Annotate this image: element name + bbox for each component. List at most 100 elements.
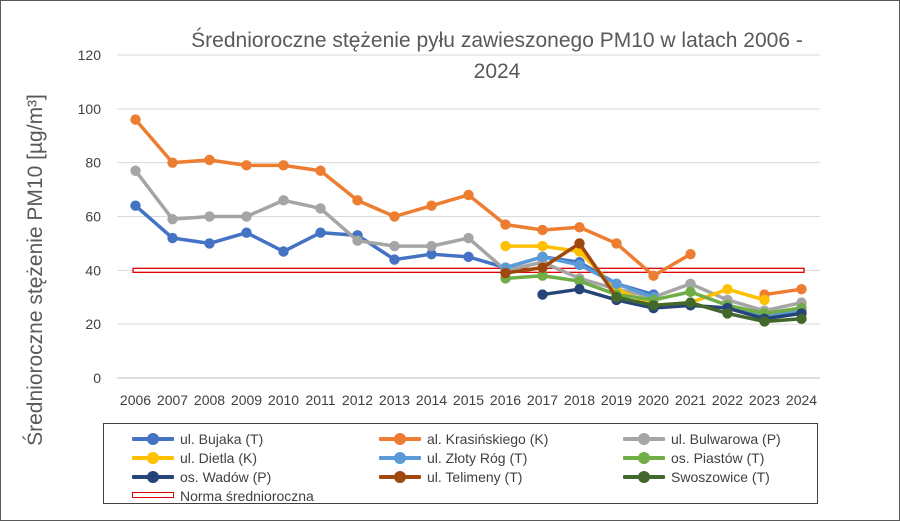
x-tick-label: 2006	[120, 392, 151, 408]
series-4-point	[611, 278, 622, 289]
legend-marker	[379, 468, 421, 486]
legend-marker	[132, 468, 174, 486]
legend-item: ul. Telimeny (T)	[379, 468, 522, 486]
series-3-point	[537, 240, 548, 252]
series-2-point	[389, 240, 400, 252]
legend-label: ul. Telimeny (T)	[427, 469, 523, 485]
legend-marker	[379, 430, 421, 448]
series-3-point	[759, 294, 770, 306]
chart-title-line-1: Średnioroczne stężenie pyłu zawieszonego…	[191, 28, 803, 52]
series-8-point	[611, 292, 622, 303]
series-1-point	[167, 157, 178, 168]
legend-marker	[132, 487, 174, 505]
series-1-point	[130, 114, 141, 125]
series-1-point	[389, 211, 400, 222]
x-tick-label: 2024	[786, 392, 817, 408]
legend-label: ul. Bujaka (T)	[180, 431, 264, 447]
series-2-point	[463, 232, 474, 244]
series-1-point	[463, 189, 474, 201]
series-1-point	[241, 160, 252, 171]
series-1-point	[426, 200, 437, 211]
y-tick-label: 120	[78, 47, 102, 63]
series-1-point	[574, 222, 585, 233]
x-tick-label: 2020	[638, 392, 669, 408]
series-2-point	[426, 240, 437, 252]
legend-label: al. Krasińskiego (K)	[427, 431, 549, 447]
x-tick-label: 2015	[453, 392, 484, 408]
x-tick-label: 2011	[305, 392, 335, 408]
series-1-point	[796, 283, 807, 295]
series-2-point	[315, 203, 326, 214]
series-1-point	[685, 248, 696, 260]
x-tick-label: 2009	[231, 392, 262, 408]
series-0-point	[426, 248, 437, 260]
series-3-point	[500, 240, 511, 252]
series-8-point	[722, 308, 733, 319]
series-7-point	[500, 267, 511, 279]
legend-item: ul. Złoty Róg (T)	[379, 449, 527, 467]
series-1-point	[204, 154, 215, 166]
legend-marker	[623, 430, 665, 448]
legend-label: os. Wadów (P)	[180, 469, 272, 485]
series-8-point	[759, 316, 770, 327]
series-2-point	[167, 213, 178, 225]
series-8-line	[614, 295, 804, 324]
y-axis-title: Średnioroczne stężenie PM10 [µg/m³]	[23, 94, 47, 446]
legend-marker	[132, 430, 174, 448]
legend-label: Norma średnioroczna	[180, 488, 314, 504]
series-6-point	[537, 289, 548, 300]
norm-reference-line	[132, 267, 805, 273]
series-5-point	[574, 275, 585, 287]
series-7-line	[503, 241, 619, 299]
series-0-point	[204, 238, 215, 249]
series-1-point	[537, 224, 548, 236]
x-tick-label: 2012	[342, 392, 373, 408]
x-tick-label: 2014	[416, 392, 447, 408]
legend-marker	[379, 449, 421, 467]
series-0-point	[463, 251, 474, 263]
series-1-point	[648, 270, 659, 281]
series-1-point	[500, 219, 511, 230]
x-tick-label: 2013	[379, 392, 410, 408]
y-tick-label: 0	[93, 370, 101, 386]
x-tick-label: 2022	[712, 392, 743, 408]
x-tick-label: 2008	[194, 392, 225, 408]
series-0-point	[167, 232, 178, 244]
series-0-point	[130, 200, 141, 211]
series-8-point	[648, 300, 659, 311]
series-8-point	[796, 313, 807, 324]
series-2-point	[685, 278, 696, 289]
series-2-point	[278, 195, 289, 206]
series-0-point	[278, 246, 289, 257]
chart-title-line-2: 2024	[474, 60, 521, 83]
y-tick-label: 60	[85, 209, 101, 225]
series-7-point	[574, 238, 585, 249]
series-1-point	[611, 238, 622, 249]
y-tick-label: 40	[85, 262, 101, 278]
legend-item: ul. Bujaka (T)	[132, 430, 263, 448]
legend-label: ul. Złoty Róg (T)	[427, 450, 528, 466]
legend-label: Swoszowice (T)	[671, 469, 770, 485]
series-2-point	[241, 211, 252, 222]
legend-marker	[623, 449, 665, 467]
y-tick-label: 80	[85, 155, 101, 171]
series-1-point	[352, 195, 363, 206]
series-1-line	[133, 117, 693, 278]
series-6-line	[540, 287, 804, 321]
legend-item: Norma średnioroczna	[132, 487, 314, 505]
series-6-point	[574, 283, 585, 295]
series-2-point	[130, 165, 141, 176]
x-tick-label: 2018	[564, 392, 595, 408]
legend-item: ul. Bulwarowa (P)	[623, 430, 781, 448]
legend-item: Swoszowice (T)	[623, 468, 770, 486]
series-1-point	[315, 165, 326, 176]
legend-item: os. Piastów (T)	[623, 449, 764, 467]
legend-item: os. Wadów (P)	[132, 468, 271, 486]
chart-legend: ul. Bujaka (T) al. Krasińskiego (K) ul. Bu…	[103, 423, 818, 504]
legend-marker	[623, 468, 665, 486]
series-0-point	[241, 227, 252, 238]
x-tick-label: 2021	[675, 392, 706, 408]
series-3-point	[722, 283, 733, 295]
x-tick-label: 2023	[749, 392, 780, 408]
series-2-point	[352, 235, 363, 246]
